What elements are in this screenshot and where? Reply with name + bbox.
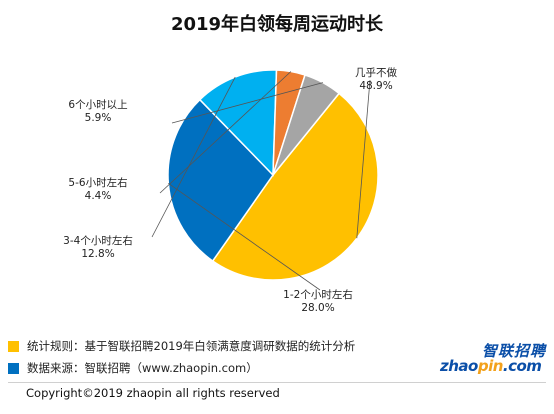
pie-slice	[198, 69, 278, 177]
pie-slices	[167, 69, 379, 281]
footnote-source: 数据来源：智联招聘（www.zhaopin.com）	[8, 357, 355, 379]
footnote-rule-swatch	[8, 340, 19, 352]
footnote-source-text: 数据来源：智联招聘（www.zhaopin.com）	[27, 361, 258, 375]
footer-divider	[8, 382, 546, 383]
footnote-rule: 统计规则：基于智联招聘2019年白领满意度调研数据的统计分析	[8, 335, 355, 357]
logo-chinese: 智联招聘	[481, 342, 546, 360]
chart-title: 2019年白领每周运动时长	[170, 14, 384, 35]
slice-percent-label: 48.9%	[359, 80, 392, 92]
leader-line	[168, 182, 321, 291]
leader-lines	[151, 71, 371, 291]
slice-category-label: 几乎不做	[355, 66, 397, 79]
leader-line	[159, 71, 292, 194]
leader-line	[356, 79, 371, 239]
slice-category-label: 6个小时以上	[68, 99, 127, 111]
footnote-source-swatch	[8, 362, 19, 374]
slice-percent-label: 5.9%	[85, 112, 112, 124]
footnote-rule-text: 统计规则：基于智联招聘2019年白领满意度调研数据的统计分析	[27, 339, 356, 353]
logo-en-com: .com	[502, 357, 542, 375]
logo-en-pin: pin	[477, 357, 504, 375]
slice-percent-label: 28.0%	[301, 302, 334, 314]
leader-line	[151, 76, 236, 238]
logo-english: zhaopin.com	[440, 357, 542, 375]
slice-category-label: 1-2个小时左右	[283, 288, 353, 301]
slice-percent-label: 12.8%	[81, 248, 114, 260]
slice-category-label: 3-4个小时左右	[63, 234, 133, 247]
zhaopin-logo: 智联招聘 zhaopin.com	[440, 340, 550, 376]
leader-line	[171, 82, 324, 124]
footnotes: 统计规则：基于智联招聘2019年白领满意度调研数据的统计分析 数据来源：智联招聘…	[8, 335, 355, 379]
slice-category-label: 5-6小时左右	[68, 176, 127, 189]
slice-percent-label: 4.4%	[85, 190, 112, 202]
logo-en-zhao: zhao	[440, 357, 478, 375]
copyright-text: Copyright©2019 zhaopin all rights reserv…	[26, 386, 280, 400]
